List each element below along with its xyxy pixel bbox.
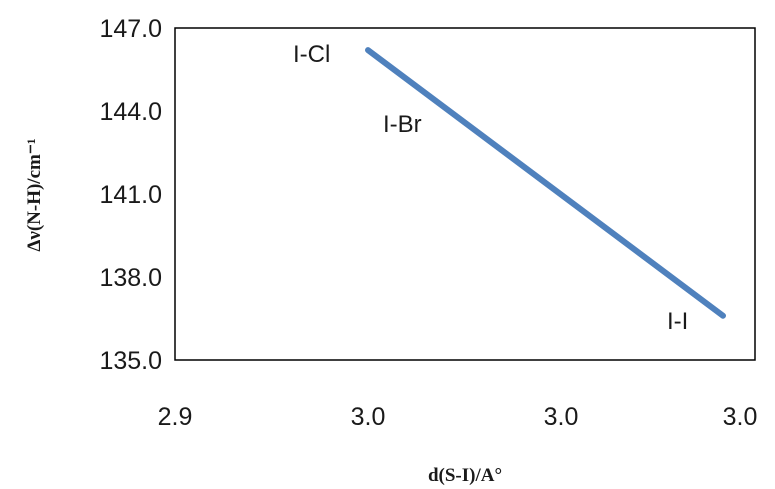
point-label-i-i: I-I bbox=[667, 308, 688, 335]
x-tick-label: 3.0 bbox=[723, 403, 758, 431]
y-tick-label: 141.0 bbox=[99, 181, 162, 209]
y-axis-ticks: 135.0 138.0 141.0 144.0 147.0 bbox=[99, 15, 162, 375]
y-tick-label: 144.0 bbox=[99, 98, 162, 126]
x-axis-ticks: 2.9 3.0 3.0 3.0 bbox=[158, 403, 758, 431]
point-label-i-br: I-Br bbox=[383, 111, 422, 138]
y-axis-title: Δν(N-H)/cm⁻¹ bbox=[24, 138, 45, 251]
y-tick-label: 138.0 bbox=[99, 264, 162, 292]
point-label-i-cl: I-Cl bbox=[293, 41, 330, 68]
x-tick-label: 2.9 bbox=[158, 403, 193, 431]
x-tick-label: 3.0 bbox=[351, 403, 386, 431]
y-tick-label: 147.0 bbox=[99, 15, 162, 43]
point-labels: I-Cl I-Br I-I bbox=[293, 41, 688, 335]
plot-area bbox=[174, 27, 756, 361]
x-axis-title: d(S-I)/A° bbox=[428, 465, 502, 486]
x-tick-label: 3.0 bbox=[544, 403, 579, 431]
series-line bbox=[365, 47, 726, 319]
y-tick-label: 135.0 bbox=[99, 347, 162, 375]
